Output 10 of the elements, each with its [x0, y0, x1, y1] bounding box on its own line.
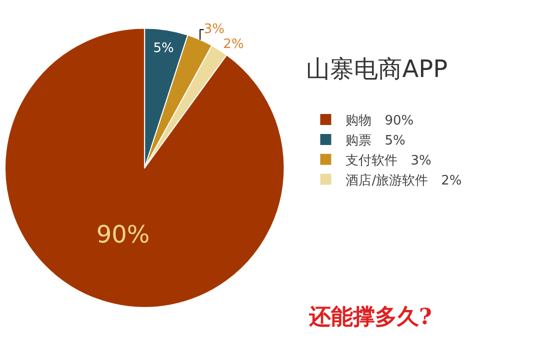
legend-label: 购票 5%: [346, 134, 406, 149]
legend-label: 支付软件 3%: [346, 153, 432, 168]
data-label: 2%: [223, 37, 244, 52]
text: 山寨电商APP: [306, 55, 448, 84]
text: 还能撑多久?: [308, 304, 432, 330]
legend-label: 购物 90%: [346, 114, 414, 129]
data-label: 3%: [204, 22, 224, 38]
legend-label: 酒店/旅游软件 2%: [346, 172, 462, 188]
data-label: 90%: [96, 220, 150, 248]
data-label: 5%: [153, 41, 174, 56]
